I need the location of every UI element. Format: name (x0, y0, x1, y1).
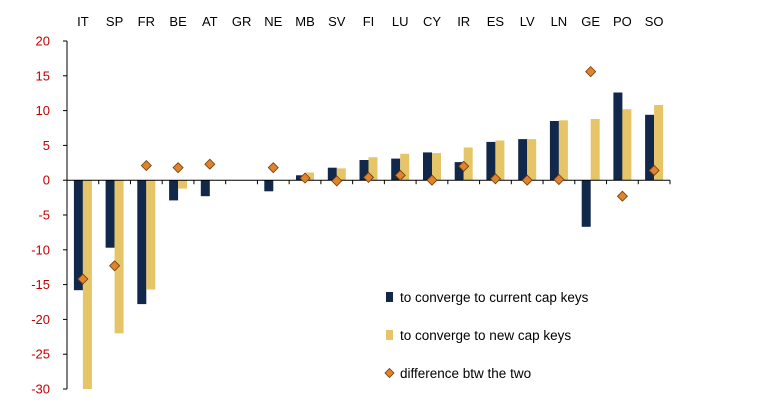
bar-current-LV (518, 139, 528, 181)
diff-marker-SP (109, 260, 121, 272)
diff-marker-LV (521, 174, 533, 186)
bar-new-SP (114, 180, 124, 334)
bar-current-LN (549, 121, 559, 181)
diff-marker-LN (553, 173, 565, 186)
bar-current-PO (613, 92, 623, 181)
bar-new-FR (146, 180, 156, 290)
y-tick-label: 5 (43, 138, 50, 153)
diff-marker-PO (616, 190, 628, 202)
bar-current-AT (200, 180, 210, 197)
bar-current-SP (105, 180, 115, 248)
diff-marker-CY (426, 174, 438, 186)
x-tick-label-IT: IT (77, 14, 89, 29)
bar-current-CY (423, 152, 432, 181)
bar-new-CY (432, 153, 441, 181)
diff-marker-MB (299, 172, 311, 184)
bar-new-LN (558, 120, 568, 181)
y-tick-label: -30 (31, 382, 50, 397)
bar-new-SV (336, 168, 346, 181)
x-tick-label-GE: GE (581, 14, 600, 29)
bar-current-FI (359, 160, 369, 181)
bars-layer (73, 92, 664, 389)
diff-marker-SV (331, 175, 343, 187)
bar-new-GE (590, 119, 600, 181)
bar-current-FR (137, 180, 147, 305)
bar-current-LU (391, 158, 401, 181)
diff-marker-SO (648, 164, 660, 177)
x-tick-label-ES: ES (487, 14, 505, 29)
diff-marker-ES (489, 173, 502, 185)
y-tick-label: -15 (31, 277, 50, 292)
x-tick-label-LV: LV (520, 14, 535, 29)
diff-marker-LU (394, 169, 406, 181)
y-tick-label: -20 (31, 312, 50, 327)
bar-new-LU (400, 153, 410, 181)
x-tick-label-MB: MB (295, 14, 315, 29)
x-tick-label-CY: CY (423, 14, 441, 29)
x-tick-label-LU: LU (392, 14, 409, 29)
y-tick-labels: 20 15 10 5 0 -5 -10 -15 -20 -25 -30 (31, 34, 50, 397)
diff-marker-FI (362, 171, 375, 183)
y-tick-label: -25 (31, 347, 50, 362)
bar-new-ES (495, 140, 505, 181)
bar-new-MB (305, 172, 314, 181)
y-tick-label: 10 (36, 103, 50, 118)
diff-marker-NE (267, 162, 279, 174)
x-tick-label-NE: NE (264, 14, 282, 29)
bar-new-IR (463, 147, 473, 181)
x-tick-label-BE: BE (169, 14, 187, 29)
x-tick-label-FI: FI (363, 14, 375, 29)
legend-label-2: difference btw the two (400, 366, 531, 381)
bar-new-LV (527, 139, 537, 181)
x-tick-label-GR: GR (232, 14, 252, 29)
bar-current-SO (645, 114, 655, 181)
x-tick-label-AT: AT (202, 14, 218, 29)
legend-label-1: to converge to new cap keys (400, 328, 571, 343)
diff-marker-IT (77, 273, 89, 285)
x-tick-label-PO: PO (613, 14, 632, 29)
x-tick-label-SP: SP (106, 14, 123, 29)
bar-current-ES (486, 141, 496, 181)
diff-marker-AT (204, 158, 216, 170)
legend-swatch-2 (384, 367, 395, 379)
bar-new-BE (178, 180, 188, 189)
x-tick-label-SV: SV (328, 14, 346, 29)
diff-marker-IR (458, 160, 470, 172)
x-tick-label-IR: IR (457, 14, 470, 29)
bar-new-IT (82, 180, 92, 389)
y-tick-label: -5 (38, 208, 50, 223)
bar-current-BE (169, 180, 179, 201)
bar-new-SO (654, 105, 664, 181)
x-tick-label-LN: LN (551, 14, 568, 29)
x-tick-labels: IT SP FR BE AT GR NE MB SV FI LU CY IR ES LV LN GE PO SO (77, 14, 663, 29)
y-tick-label: 20 (36, 34, 50, 49)
bar-current-IT (73, 180, 83, 291)
diff-marker-BE (172, 162, 184, 174)
bar-current-GE (581, 180, 591, 227)
diff-marker-GE (585, 66, 597, 78)
bar-current-SV (327, 167, 337, 181)
y-tick-label: 15 (36, 68, 50, 83)
x-tick-label-FR: FR (138, 14, 155, 29)
bar-current-NE (264, 180, 274, 192)
bar-new-FI (368, 157, 378, 181)
legend-swatch-0 (386, 292, 393, 302)
y-tick-label: 0 (43, 173, 50, 188)
legend: to converge to current cap keys to conver… (384, 290, 589, 381)
bar-new-PO (622, 109, 632, 181)
diff-marker-FR (140, 160, 152, 172)
legend-label-0: to converge to current cap keys (400, 290, 589, 305)
legend-swatch-1 (386, 330, 393, 340)
bar-current-IR (454, 162, 464, 181)
y-tick-label: -10 (31, 242, 50, 257)
markers-layer (77, 66, 660, 285)
x-tick-label-SO: SO (645, 14, 664, 29)
